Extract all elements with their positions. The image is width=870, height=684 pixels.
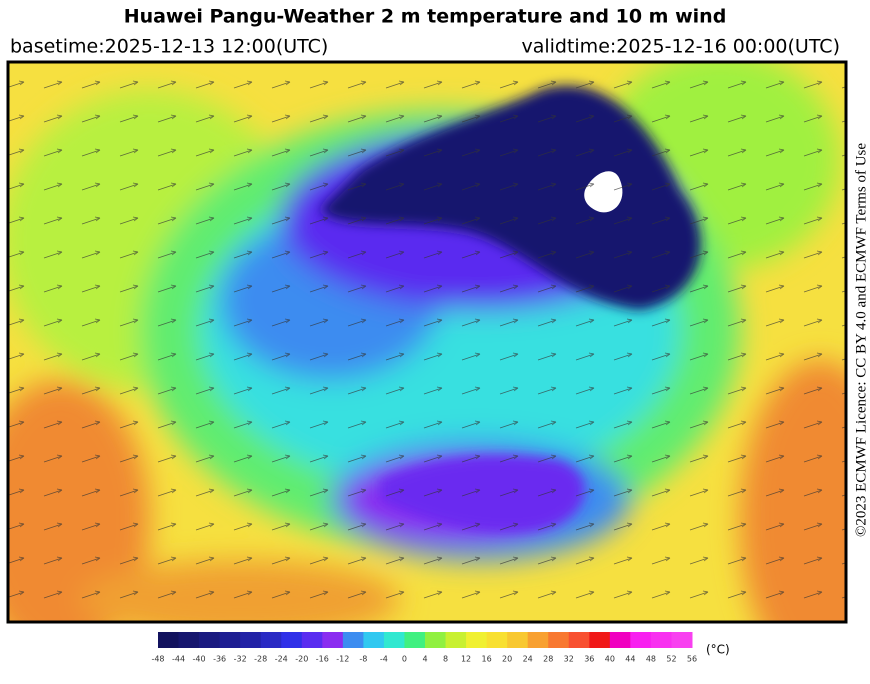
title: Huawei Pangu-Weather 2 m temperature and… [124,6,727,28]
colorbar-tick-label: -4 [380,655,388,664]
colorbar-segment [240,632,262,648]
colorbar-tick-label: -8 [359,655,367,664]
map [8,62,846,622]
colorbar-tick-label: 0 [402,655,407,664]
colorbar-segment [322,632,344,648]
colorbar-segment [404,632,426,648]
colorbar-tick-label: 44 [625,655,635,664]
colorbar-segment [281,632,303,648]
colorbar-tick-label: -16 [316,655,329,664]
colorbar-segment [568,632,590,648]
colorbar-tick-label: 56 [687,655,697,664]
colorbar-tick-label: 24 [523,655,533,664]
colorbar-tick-label: 32 [564,655,574,664]
colorbar-segment [527,632,549,648]
colorbar-tick-label: -28 [254,655,267,664]
colorbar-segment [158,632,180,648]
colorbar-segment [630,632,652,648]
colorbar-tick-label: 20 [502,655,512,664]
colorbar-tick-label: -24 [275,655,288,664]
colorbar-segment [486,632,508,648]
colorbar-segment [342,632,364,648]
colorbar-tick-label: 4 [422,655,427,664]
colorbar-segment [548,632,570,648]
colorbar-tick-label: -12 [336,655,349,664]
colorbar-segment [219,632,241,648]
colorbar-segment [445,632,467,648]
colorbar-segment [609,632,631,648]
colorbar-segment [363,632,385,648]
colorbar-tick-label: -44 [172,655,185,664]
colorbar-tick-label: 52 [666,655,676,664]
colorbar-segment [178,632,200,648]
validtime: validtime:2025-12-16 00:00(UTC) [521,36,840,58]
colorbar-tick-label: -32 [234,655,247,664]
colorbar-tick-label: 40 [605,655,615,664]
colorbar-tick-label: -36 [213,655,226,664]
colorbar-tick-label: 36 [584,655,594,664]
basetime: basetime:2025-12-13 12:00(UTC) [10,36,328,58]
colorbar-tick-label: -20 [295,655,308,664]
colorbar: -48 -44 -40 -36 -32 -28 -24 -20 -16 -12 -8 -4 0 4 8 12 1… [151,632,697,664]
colorbar-tick-label: 48 [646,655,656,664]
colorbar-tick-label: -48 [151,655,164,664]
colorbar-tick-label: 16 [482,655,492,664]
colorbar-segment [383,632,405,648]
colorbar-tick-label: 12 [461,655,471,664]
colorbar-tick-label: -40 [193,655,206,664]
colorbar-segment [589,632,611,648]
licence: ©2023 ECMWF Licence: CC BY 4.0 and ECMWF… [853,143,869,537]
colorbar-tick-label: 8 [443,655,448,664]
colorbar-segment [425,632,447,648]
map-frame [6,60,848,624]
colorbar-segment [671,632,693,648]
colorbar-segment [507,632,529,648]
colorbar-segment [260,632,282,648]
colorbar-segment [301,632,323,648]
colorbar-unit: (°C) [706,643,730,657]
colorbar-segment [650,632,672,648]
colorbar-tick-label: 28 [543,655,553,664]
colorbar-segment [466,632,488,648]
colorbar-segment [199,632,221,648]
